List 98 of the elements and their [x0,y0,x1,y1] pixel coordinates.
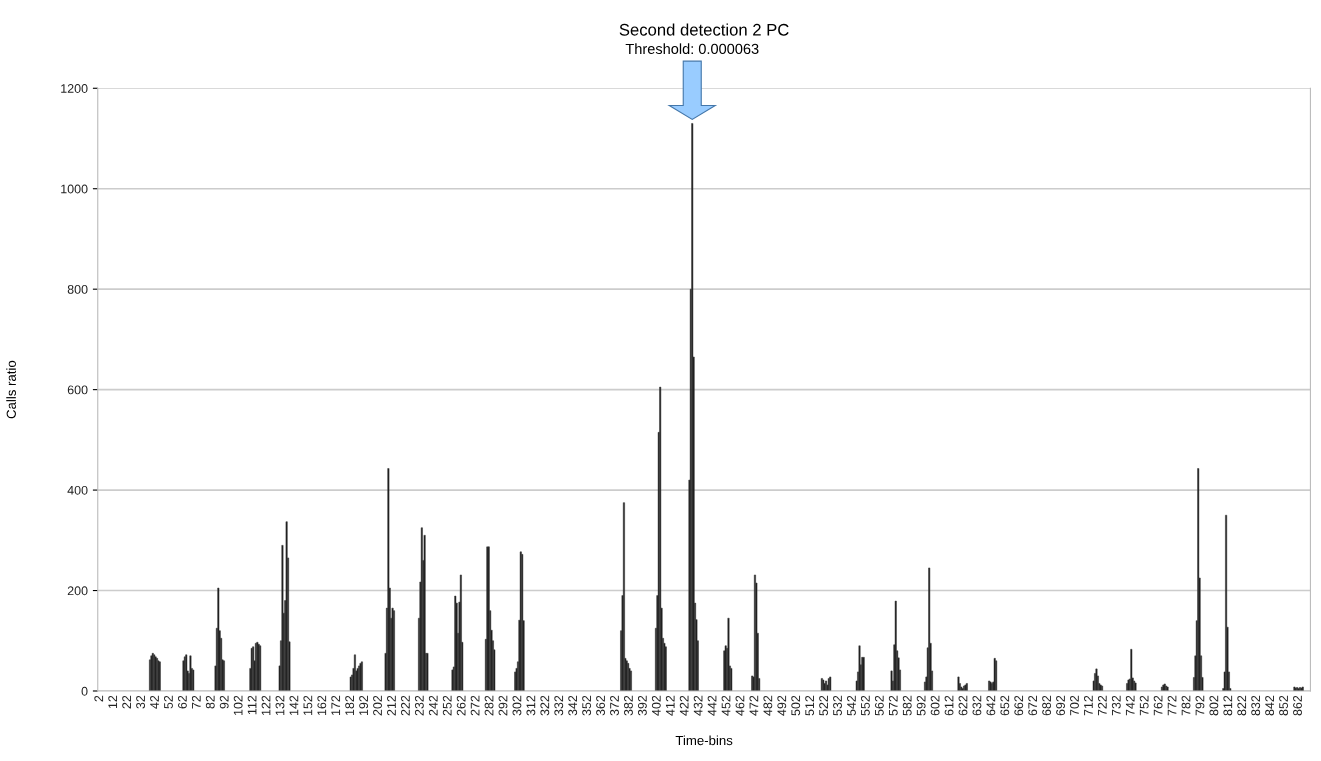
x-tick-label: 232 [414,695,424,716]
x-tick-label: 472 [749,695,759,716]
x-tick-label: 132 [275,695,285,716]
x-tick-label: 822 [1237,695,1247,716]
y-tick-label: 1000 [61,184,88,194]
x-tick-label: 342 [568,695,578,716]
x-tick-label: 22 [122,695,131,709]
x-tick-label: 752 [1139,695,1149,716]
x-tick-label: 362 [596,695,605,716]
x-tick-label: 52 [164,695,173,709]
x-tick-label: 732 [1111,695,1121,716]
x-tick-label: 452 [721,695,731,716]
x-tick-label: 492 [777,695,787,716]
x-tick-label: 312 [526,695,536,716]
x-tick-label: 502 [791,695,801,716]
y-tick-label: 1200 [61,84,88,93]
x-tick-label: 102 [233,695,243,716]
x-tick-label: 62 [177,695,187,709]
x-tick-label: 742 [1125,695,1135,716]
x-tick-label: 512 [805,695,815,716]
x-tick-label: 462 [735,695,745,716]
x-tick-label: 572 [888,695,898,716]
x-tick-label: 862 [1293,695,1302,716]
x-tick-label: 622 [958,695,968,716]
x-tick-label: 352 [582,695,592,716]
x-tick-label: 202 [373,695,382,716]
x-tick-label: 372 [610,695,619,716]
x-tick-label: 582 [902,695,912,716]
x-tick-label: 82 [205,695,215,709]
x-tick-label: 592 [916,695,926,716]
x-tick-label: 532 [833,695,842,716]
x-tick-label: 72 [191,695,201,709]
x-tick-label: 152 [303,695,313,716]
x-tick-label: 322 [540,695,550,716]
x-tick-label: 702 [1070,695,1079,716]
x-axis-title: Time-bins [675,735,733,746]
x-tick-label: 2 [94,695,104,702]
x-tick-label: 252 [442,695,452,716]
y-tick-label: 800 [67,284,88,294]
x-tick-label: 682 [1042,695,1052,716]
x-tick-label: 282 [484,695,494,716]
x-tick-label: 842 [1265,695,1275,716]
x-tick-label: 672 [1028,695,1038,716]
x-tick-label: 762 [1153,695,1163,716]
x-tick-label: 212 [387,695,396,716]
x-tick-label: 652 [1000,695,1010,716]
x-tick-label: 92 [219,695,229,709]
x-tick-label: 612 [944,695,954,716]
x-tick-label: 412 [665,695,675,716]
chart-title: Second detection 2 PC [619,23,789,36]
x-tick-label: 722 [1097,695,1107,716]
y-tick-label: 0 [81,686,88,696]
x-tick-label: 12 [108,695,118,709]
y-tick-label: 600 [67,385,88,395]
x-tick-label: 122 [261,695,271,716]
x-tick-label: 242 [428,695,438,716]
x-tick-label: 602 [930,695,940,716]
x-tick-label: 402 [651,695,661,716]
x-tick-label: 392 [637,695,647,716]
x-tick-label: 432 [693,695,703,716]
x-tick-label: 542 [847,695,856,716]
y-tick-label: 400 [67,485,88,495]
x-tick-label: 522 [819,695,829,716]
x-tick-label: 162 [317,695,327,716]
x-tick-label: 222 [401,695,410,716]
x-tick-label: 692 [1056,695,1065,716]
x-tick-label: 172 [331,695,341,716]
x-tick-label: 382 [624,695,633,716]
x-tick-label: 642 [986,695,996,716]
x-tick-label: 422 [679,695,689,716]
y-tick-label: 200 [67,586,88,596]
x-tick-label: 792 [1195,695,1205,716]
x-tick-label: 302 [512,695,522,716]
x-tick-label: 782 [1181,695,1191,716]
x-tick-label: 802 [1209,695,1219,716]
x-tick-label: 332 [554,695,564,716]
text: Threshold: 0.000063 [625,43,759,55]
x-tick-label: 852 [1279,695,1288,716]
x-tick-label: 272 [470,695,480,716]
x-tick-label: 552 [860,695,870,716]
x-tick-label: 482 [763,695,773,716]
x-tick-label: 192 [359,695,369,716]
x-tick-label: 662 [1014,695,1024,716]
x-tick-label: 772 [1167,695,1177,716]
x-tick-label: 712 [1084,695,1093,716]
x-tick-label: 262 [456,695,466,716]
x-tick-label: 832 [1251,695,1261,716]
y-axis-title: Calls ratio [6,360,16,419]
x-tick-label: 42 [150,695,159,709]
x-tick-label: 112 [247,695,257,715]
x-tick-label: 32 [136,695,146,709]
x-tick-label: 182 [345,695,355,716]
x-tick-label: 142 [289,695,299,716]
x-tick-label: 812 [1223,695,1233,716]
x-tick-label: 292 [498,695,508,716]
x-tick-label: 562 [874,695,884,716]
x-tick-label: 632 [972,695,982,716]
x-tick-label: 442 [707,695,717,716]
